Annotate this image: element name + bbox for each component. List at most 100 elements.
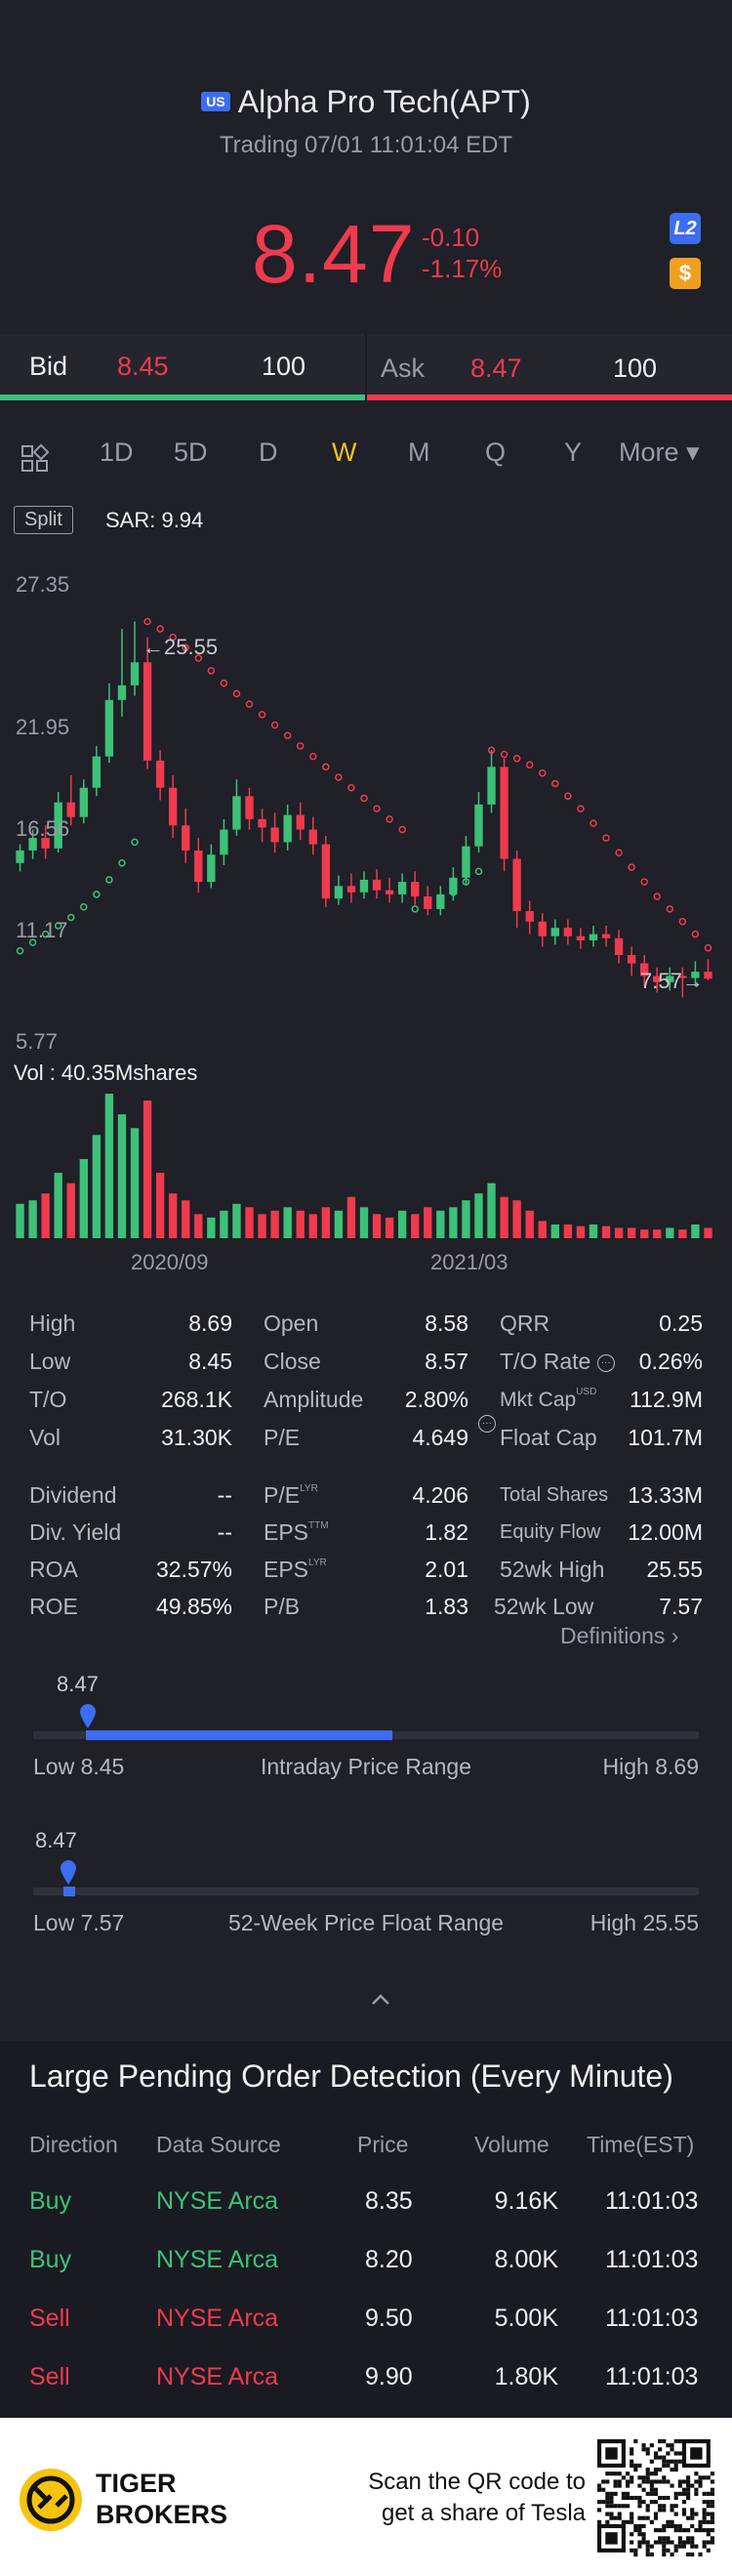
sar-dot	[462, 878, 470, 886]
candle-body	[130, 662, 140, 686]
qr-module	[641, 2500, 646, 2505]
qr-module	[613, 2479, 618, 2484]
candle-body	[334, 886, 344, 899]
qr-module	[621, 2491, 626, 2496]
volume-bar	[142, 1101, 152, 1238]
tab-y[interactable]: Y	[564, 437, 583, 467]
sar-dot	[322, 763, 330, 771]
qr-module	[698, 2483, 703, 2488]
stat-value-mkt-cap: 112.9M	[629, 1387, 703, 1412]
qr-module	[641, 2532, 646, 2537]
qr-module	[690, 2540, 695, 2545]
info-icon[interactable]: ···	[478, 1415, 496, 1433]
volume-bar	[576, 1226, 586, 1238]
y-tick-label: 11.17	[16, 918, 68, 942]
qr-module	[666, 2519, 671, 2524]
stat-value-roa: 32.57%	[155, 1557, 232, 1582]
volume-chart[interactable]	[0, 1090, 732, 1242]
qr-module	[694, 2479, 699, 2484]
level2-icon[interactable]: L2	[670, 213, 701, 244]
info-icon[interactable]: ···	[596, 1353, 615, 1372]
candle-body	[182, 825, 190, 851]
bid-ask-divider	[365, 334, 367, 400]
qr-module	[633, 2552, 638, 2556]
volume-bar	[372, 1214, 382, 1238]
order-direction: Buy	[29, 2246, 72, 2273]
split-toggle[interactable]: Split	[14, 506, 73, 534]
qr-module	[673, 2491, 678, 2496]
qr-module	[706, 2548, 711, 2553]
x-tick-label: 2020/09	[131, 1250, 209, 1274]
sar-dot	[93, 891, 101, 898]
col-header-volume: Volume	[474, 2132, 549, 2157]
qr-module	[601, 2500, 606, 2505]
intraday-high-label: High 8.69	[602, 1754, 699, 1779]
stat-label-roa: ROA	[29, 1557, 78, 1582]
qr-module	[698, 2523, 703, 2529]
sar-dot	[691, 930, 700, 938]
pending-orders-section	[0, 2041, 732, 2430]
qr-module	[633, 2467, 638, 2472]
definitions-link[interactable]: Definitions ›	[560, 1623, 678, 1649]
qr-module	[666, 2523, 671, 2529]
grid-icon[interactable]	[20, 443, 51, 475]
sar-dot	[296, 742, 305, 750]
sar-dot	[564, 792, 572, 801]
tab-more[interactable]: More ▾	[619, 437, 700, 467]
sar-indicator-label[interactable]: SAR: 9.94	[105, 508, 204, 532]
volume-bar	[614, 1227, 624, 1238]
tab-w[interactable]: W	[332, 437, 357, 467]
qr-module	[666, 2459, 671, 2464]
qr-module	[681, 2540, 687, 2545]
tiger-logo-icon	[20, 2469, 82, 2531]
qr-module	[621, 2475, 626, 2480]
qr-module	[662, 2459, 667, 2464]
tab-m[interactable]: M	[408, 437, 430, 467]
stat-label-open: Open	[264, 1310, 319, 1336]
volume-bar	[474, 1193, 483, 1238]
candlestick-chart[interactable]	[0, 547, 732, 1074]
qr-module	[681, 2487, 687, 2492]
candle-body	[449, 877, 458, 894]
qr-module	[686, 2552, 691, 2556]
qr-module	[630, 2515, 634, 2520]
qr-finder	[690, 2447, 703, 2460]
week52-range-track	[33, 1887, 699, 1896]
tab-d[interactable]: D	[259, 437, 278, 467]
tab-1d[interactable]: 1D	[100, 437, 134, 467]
volume-bar	[182, 1200, 190, 1238]
sar-dot	[143, 617, 151, 626]
currency-icon[interactable]: $	[670, 258, 701, 289]
qr-module	[625, 2472, 630, 2476]
tab-5d[interactable]: 5D	[174, 437, 208, 467]
qr-module	[637, 2463, 642, 2468]
qr-module	[666, 2540, 671, 2545]
tab-q[interactable]: Q	[485, 437, 507, 467]
y-tick-label: 27.35	[16, 572, 70, 597]
volume-bar	[436, 1210, 445, 1238]
qr-module	[645, 2552, 650, 2556]
qr-code[interactable]	[597, 2439, 714, 2556]
sar-dot	[424, 900, 432, 909]
qr-module	[710, 2515, 714, 2520]
stat-label-52wk-high: 52wk High	[500, 1557, 605, 1582]
qr-module	[694, 2487, 699, 2492]
chevron-up-icon[interactable]	[369, 1992, 392, 2008]
stat-label-close: Close	[264, 1349, 321, 1374]
candle-body	[117, 685, 127, 700]
qr-module	[605, 2472, 610, 2476]
qr-module	[637, 2528, 642, 2533]
candle-body	[525, 911, 534, 922]
qr-module	[670, 2552, 674, 2556]
stat-value-eps-lyr: 2.01	[425, 1557, 468, 1582]
qr-module	[662, 2536, 667, 2541]
volume-bar	[155, 1173, 165, 1238]
qr-module	[690, 2508, 695, 2513]
sar-dot	[539, 769, 547, 777]
qr-module	[710, 2536, 714, 2541]
qr-module	[710, 2540, 714, 2545]
order-volume: 1.80K	[494, 2363, 558, 2390]
volume-bar	[487, 1183, 496, 1238]
qr-module	[630, 2447, 634, 2452]
stat-label-eps-lyr: EPSLYR	[264, 1557, 327, 1583]
